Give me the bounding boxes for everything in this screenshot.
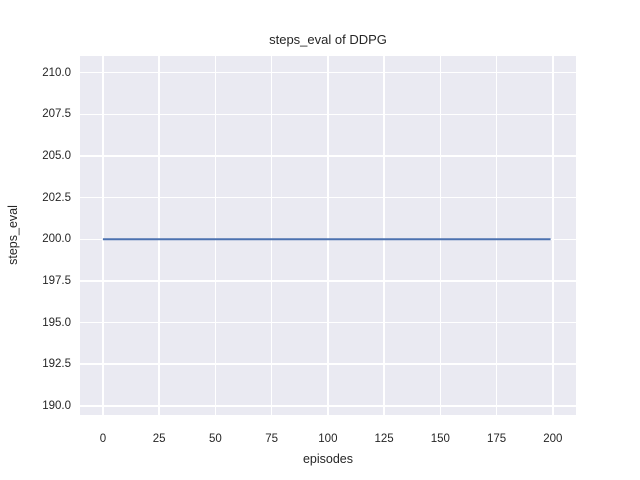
y-gridline xyxy=(80,321,576,324)
y-tick-label: 205.0 xyxy=(42,149,71,162)
y-tick-label: 190.0 xyxy=(42,399,71,412)
y-tick-label: 210.0 xyxy=(42,66,71,79)
y-tick-label: 202.5 xyxy=(42,191,71,204)
y-gridline xyxy=(80,405,576,407)
x-gridline xyxy=(214,56,217,415)
y-tick-label: 200.0 xyxy=(42,233,71,246)
x-gridline xyxy=(439,56,442,415)
x-tick-label: 0 xyxy=(99,433,107,445)
y-gridline xyxy=(80,113,576,115)
y-gridline xyxy=(80,363,576,365)
x-axis-label: episodes xyxy=(302,452,354,466)
y-gridline xyxy=(80,71,576,74)
plot-area xyxy=(80,56,576,415)
x-gridline xyxy=(495,56,498,415)
x-gridline xyxy=(270,56,273,415)
y-gridline xyxy=(80,196,576,199)
x-gridline xyxy=(383,56,385,415)
y-tick-label: 192.5 xyxy=(42,358,71,371)
x-tick-label: 150 xyxy=(430,433,450,445)
y-tick-label: 195.0 xyxy=(42,316,71,329)
x-tick-label: 100 xyxy=(318,433,338,445)
x-tick-label: 25 xyxy=(152,433,166,445)
x-gridline xyxy=(102,56,104,415)
series-layer xyxy=(102,238,551,241)
x-tick-label: 50 xyxy=(209,433,222,445)
x-tick-label: 125 xyxy=(374,433,394,445)
chart-title: steps_eval of DDPG xyxy=(269,32,387,47)
y-gridline xyxy=(80,155,576,157)
y-tick-label: 207.5 xyxy=(42,108,71,121)
x-gridline xyxy=(158,56,160,415)
x-tick-label: 75 xyxy=(265,433,279,445)
x-tick-label: 175 xyxy=(487,433,507,445)
x-gridline xyxy=(552,56,554,415)
x-tick-label: 200 xyxy=(543,433,563,445)
y-gridline xyxy=(80,280,576,282)
x-gridline xyxy=(327,56,329,415)
y-tick-label: 197.5 xyxy=(42,274,71,287)
